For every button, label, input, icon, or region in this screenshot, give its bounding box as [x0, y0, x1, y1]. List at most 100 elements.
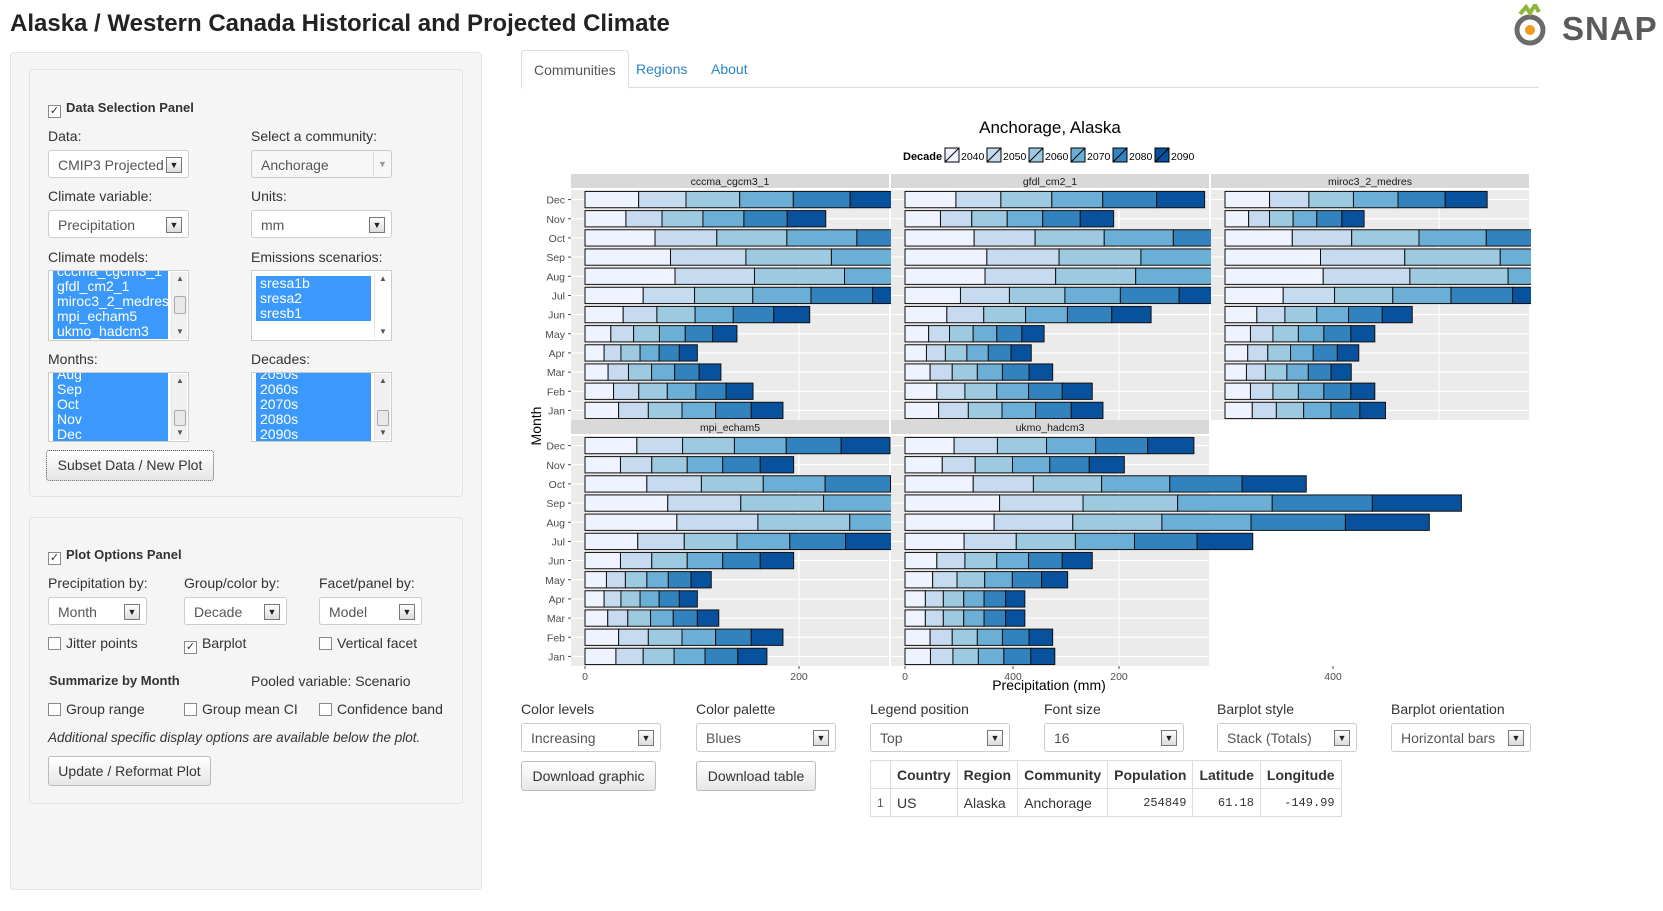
download-graphic-button[interactable]: Download graphic	[521, 761, 656, 791]
font-size-select[interactable]: 16 ▼	[1044, 723, 1184, 752]
climate-models-listbox[interactable]: cccma_cgcm3_1 gfdl_cm2_1 miroc3_2_medres…	[48, 270, 189, 341]
vertical-facet-checkbox[interactable]	[319, 637, 332, 650]
bar-segment	[658, 344, 680, 362]
units-select[interactable]: mm ▼	[251, 210, 392, 238]
bar-segment	[610, 325, 635, 343]
color-palette-select[interactable]: Blues ▼	[696, 723, 836, 752]
bar-segment	[584, 305, 624, 324]
model-option[interactable]: miroc3_2_medres	[53, 294, 168, 309]
scrollbar[interactable]: ▲ ▼	[171, 374, 187, 440]
decade-option[interactable]: 2060s	[256, 382, 371, 397]
table-header: Longitude	[1259, 760, 1342, 789]
scroll-down-icon[interactable]: ▼	[176, 428, 184, 437]
tab-communities[interactable]: Communities	[521, 50, 629, 89]
months-listbox[interactable]: Aug Sep Oct Nov Dec ▲ ▼	[48, 372, 189, 442]
data-select[interactable]: CMIP3 Projected ▼	[48, 150, 189, 178]
update-plot-button[interactable]: Update / Reformat Plot	[48, 756, 211, 786]
chevron-down-icon: ▼	[1334, 730, 1350, 746]
scroll-up-icon[interactable]: ▲	[379, 376, 387, 385]
scrollbar[interactable]: ▲ ▼	[171, 272, 187, 339]
bar-segment	[584, 551, 621, 570]
barplot-toggle[interactable]: ✓ Barplot	[184, 635, 246, 654]
bar-segment	[620, 590, 641, 608]
scenario-option[interactable]: sresa2	[256, 291, 371, 306]
bar-segment	[684, 325, 714, 343]
plot-panel-toggle[interactable]: ✓ Plot Options Panel	[48, 546, 182, 565]
scroll-down-icon[interactable]: ▼	[379, 428, 387, 437]
decade-option[interactable]: 2090s	[256, 427, 371, 441]
month-option[interactable]: Dec	[53, 427, 168, 441]
climate-variable-select[interactable]: Precipitation ▼	[48, 210, 189, 238]
pooled-variable-text: Pooled variable: Scenario	[251, 673, 411, 689]
legend-position-select[interactable]: Top ▼	[870, 723, 1010, 752]
barplot-orientation-select[interactable]: Horizontal bars ▼	[1391, 723, 1531, 752]
scroll-down-icon[interactable]: ▼	[176, 327, 184, 336]
legend-label: 2080	[1129, 151, 1153, 163]
month-option[interactable]: Oct	[53, 397, 168, 412]
scroll-up-icon[interactable]: ▲	[176, 274, 184, 283]
chevron-down-icon: ▼	[1508, 730, 1524, 746]
month-option[interactable]: Sep	[53, 382, 168, 397]
bar-segment	[698, 363, 722, 381]
tab-regions[interactable]: Regions	[636, 61, 688, 77]
scroll-up-icon[interactable]: ▲	[176, 376, 184, 385]
bar-segment	[786, 229, 858, 247]
facet-by-select[interactable]: Model ▼	[319, 597, 422, 625]
bar-segment	[615, 647, 644, 666]
bar-segment	[1485, 229, 1531, 247]
decades-listbox[interactable]: 2050s 2060s 2070s 2080s 2090s ▲ ▼	[251, 372, 392, 442]
model-option[interactable]: gfdl_cm2_1	[53, 279, 168, 294]
download-table-button[interactable]: Download table	[696, 761, 816, 791]
scrollbar[interactable]: ▲ ▼	[374, 272, 390, 339]
decade-option[interactable]: 2080s	[256, 412, 371, 427]
data-panel-checkbox[interactable]: ✓	[48, 105, 61, 118]
group-by-select[interactable]: Decade ▼	[184, 597, 287, 625]
vertical-facet-toggle[interactable]: Vertical facet	[319, 635, 417, 651]
month-option[interactable]: Nov	[53, 412, 168, 427]
decade-option[interactable]: 2050s	[256, 373, 371, 382]
color-levels-select[interactable]: Increasing ▼	[521, 723, 661, 752]
scenario-option[interactable]: sresb1	[256, 306, 371, 321]
precip-by-select[interactable]: Month ▼	[48, 597, 147, 625]
confidence-band-toggle[interactable]: Confidence band	[319, 701, 443, 717]
scroll-thumb[interactable]	[377, 410, 389, 426]
panel-background	[891, 436, 1209, 666]
scrollbar[interactable]: ▲ ▼	[374, 374, 390, 440]
bar-segment	[1095, 436, 1149, 455]
community-label: Select a community:	[251, 128, 378, 144]
month-option[interactable]: Aug	[53, 373, 168, 382]
confidence-band-checkbox[interactable]	[319, 703, 332, 716]
scroll-down-icon[interactable]: ▼	[379, 327, 387, 336]
plot-panel-checkbox[interactable]: ✓	[48, 552, 61, 565]
data-panel-toggle[interactable]: ✓ Data Selection Panel	[48, 99, 194, 118]
barplot-checkbox[interactable]: ✓	[184, 641, 197, 654]
bar-segment	[1034, 229, 1105, 247]
scroll-up-icon[interactable]: ▲	[379, 274, 387, 283]
barplot-style-select[interactable]: Stack (Totals) ▼	[1217, 723, 1357, 752]
scenario-option[interactable]: sresa1b	[256, 276, 371, 291]
decade-option[interactable]: 2070s	[256, 397, 371, 412]
group-mean-ci-toggle[interactable]: Group mean CI	[184, 701, 298, 717]
emissions-scenarios-listbox[interactable]: sresa1b sresa2 sresb1 ▲ ▼	[251, 270, 392, 341]
model-option[interactable]: mpi_echam5	[53, 309, 168, 324]
group-range-checkbox[interactable]	[48, 703, 61, 716]
bar-segment	[759, 551, 795, 570]
tab-about[interactable]: About	[711, 61, 748, 77]
bar-segment	[732, 305, 775, 324]
bar-segment	[667, 571, 692, 589]
bar-segment	[661, 210, 704, 228]
y-tick-label: Feb	[547, 386, 565, 398]
community-select[interactable]: Anchorage ▼	[251, 150, 392, 178]
group-mean-ci-checkbox[interactable]	[184, 703, 197, 716]
jitter-points-toggle[interactable]: Jitter points	[48, 635, 138, 651]
model-option[interactable]: ukmo_hadcm3	[53, 324, 168, 339]
y-tick-label: Apr	[549, 348, 566, 360]
subset-data-button[interactable]: Subset Data / New Plot	[46, 450, 214, 481]
jitter-checkbox[interactable]	[48, 637, 61, 650]
scroll-thumb[interactable]	[174, 410, 186, 426]
group-range-toggle[interactable]: Group range	[48, 701, 145, 717]
bar-segment	[904, 436, 955, 455]
model-option[interactable]: cccma_cgcm3_1	[53, 271, 168, 279]
scroll-thumb[interactable]	[174, 296, 186, 314]
bar-segment	[656, 305, 696, 324]
